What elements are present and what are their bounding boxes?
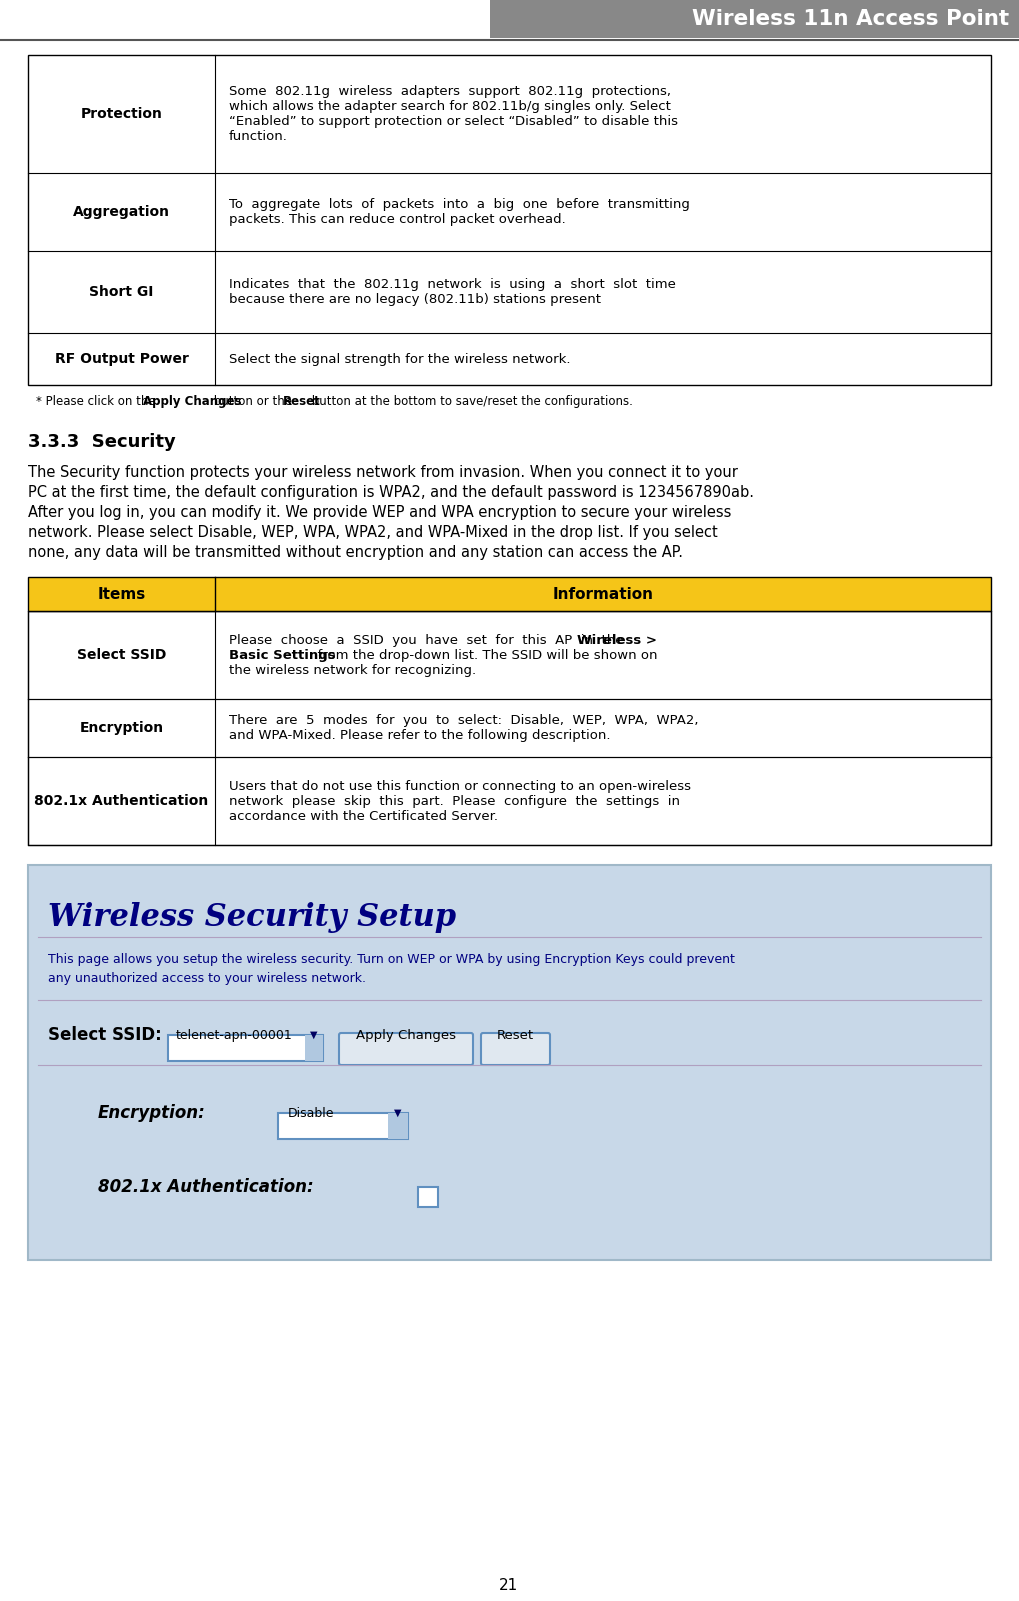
Text: which allows the adapter search for 802.11b/g singles only. Select: which allows the adapter search for 802.…	[229, 99, 671, 114]
Bar	[305, 1034, 323, 1061]
Text: Wireless 11n Access Point: Wireless 11n Access Point	[692, 10, 1009, 29]
Text: Encryption:: Encryption:	[98, 1105, 206, 1122]
Text: Information: Information	[552, 586, 653, 602]
Text: telenet-apn-00001: telenet-apn-00001	[176, 1028, 292, 1042]
Text: Select SSID:: Select SSID:	[48, 1026, 162, 1044]
Text: accordance with the Certificated Server.: accordance with the Certificated Server.	[229, 810, 498, 823]
Text: The Security function protects your wireless network from invasion. When you con: The Security function protects your wire…	[28, 464, 738, 480]
Text: Indicates  that  the  802.11g  network  is  using  a  short  slot  time: Indicates that the 802.11g network is us…	[229, 279, 676, 291]
Text: network  please  skip  this  part.  Please  configure  the  settings  in: network please skip this part. Please co…	[229, 794, 680, 807]
Text: Aggregation: Aggregation	[73, 205, 170, 219]
Bar	[490, 0, 1019, 38]
Text: the wireless network for recognizing.: the wireless network for recognizing.	[229, 663, 476, 677]
Text: Disable: Disable	[288, 1106, 334, 1119]
Text: Encryption: Encryption	[79, 720, 164, 735]
Text: ▼: ▼	[310, 1029, 318, 1041]
Text: Wireless Security Setup: Wireless Security Setup	[48, 901, 457, 932]
Text: Some  802.11g  wireless  adapters  support  802.11g  protections,: Some 802.11g wireless adapters support 8…	[229, 85, 671, 98]
Text: PC at the first time, the default configuration is WPA2, and the default passwor: PC at the first time, the default config…	[28, 485, 754, 500]
Bar	[168, 1034, 323, 1061]
Text: and WPA-Mixed. Please refer to the following description.: and WPA-Mixed. Please refer to the follo…	[229, 728, 610, 741]
Text: Reset: Reset	[497, 1028, 534, 1042]
Bar	[28, 54, 991, 384]
Bar	[28, 612, 991, 845]
Bar	[28, 865, 991, 1260]
Bar	[28, 576, 991, 612]
Text: 3.3.3  Security: 3.3.3 Security	[28, 432, 175, 451]
Text: Apply Changes: Apply Changes	[143, 394, 242, 408]
Text: Users that do not use this function or connecting to an open-wireless: Users that do not use this function or c…	[229, 780, 691, 792]
Text: 802.1x Authentication: 802.1x Authentication	[35, 794, 209, 809]
Text: network. Please select Disable, WEP, WPA, WPA2, and WPA-Mixed in the drop list. : network. Please select Disable, WEP, WPA…	[28, 525, 717, 540]
Text: Please  choose  a  SSID  you  have  set  for  this  AP  in  the: Please choose a SSID you have set for th…	[229, 634, 632, 647]
Text: function.: function.	[229, 130, 288, 142]
Bar	[418, 1186, 438, 1207]
Text: * Please click on the: * Please click on the	[36, 394, 159, 408]
Text: because there are no legacy (802.11b) stations present: because there are no legacy (802.11b) st…	[229, 293, 601, 306]
Text: 21: 21	[499, 1577, 519, 1593]
Text: Short GI: Short GI	[90, 285, 154, 299]
Text: Select the signal strength for the wireless network.: Select the signal strength for the wirel…	[229, 352, 571, 365]
FancyBboxPatch shape	[339, 1033, 473, 1065]
Text: button at the bottom to save/reset the configurations.: button at the bottom to save/reset the c…	[308, 394, 633, 408]
FancyBboxPatch shape	[481, 1033, 550, 1065]
Text: There  are  5  modes  for  you  to  select:  Disable,  WEP,  WPA,  WPA2,: There are 5 modes for you to select: Dis…	[229, 714, 698, 727]
Text: Protection: Protection	[81, 107, 162, 122]
Text: To  aggregate  lots  of  packets  into  a  big  one  before  transmitting: To aggregate lots of packets into a big …	[229, 199, 690, 211]
Text: button or the: button or the	[210, 394, 296, 408]
Text: This page allows you setup the wireless security. Turn on WEP or WPA by using En: This page allows you setup the wireless …	[48, 953, 735, 965]
Text: After you log in, you can modify it. We provide WEP and WPA encryption to secure: After you log in, you can modify it. We …	[28, 504, 732, 520]
Text: any unauthorized access to your wireless network.: any unauthorized access to your wireless…	[48, 972, 366, 985]
Text: Basic Settings: Basic Settings	[229, 648, 335, 661]
Text: Wireless >: Wireless >	[577, 634, 657, 647]
Text: Apply Changes: Apply Changes	[356, 1028, 455, 1042]
Text: ▼: ▼	[394, 1108, 401, 1117]
Text: Reset: Reset	[282, 394, 320, 408]
Text: Items: Items	[98, 586, 146, 602]
Text: packets. This can reduce control packet overhead.: packets. This can reduce control packet …	[229, 213, 566, 226]
Text: RF Output Power: RF Output Power	[55, 352, 189, 367]
Text: 802.1x Authentication:: 802.1x Authentication:	[98, 1178, 314, 1196]
Bar	[278, 1113, 408, 1138]
Text: Select SSID: Select SSID	[76, 648, 166, 661]
Bar	[388, 1113, 408, 1138]
Text: from the drop-down list. The SSID will be shown on: from the drop-down list. The SSID will b…	[309, 648, 657, 661]
Text: “Enabled” to support protection or select “Disabled” to disable this: “Enabled” to support protection or selec…	[229, 115, 678, 128]
Text: none, any data will be transmitted without encryption and any station can access: none, any data will be transmitted witho…	[28, 544, 683, 560]
